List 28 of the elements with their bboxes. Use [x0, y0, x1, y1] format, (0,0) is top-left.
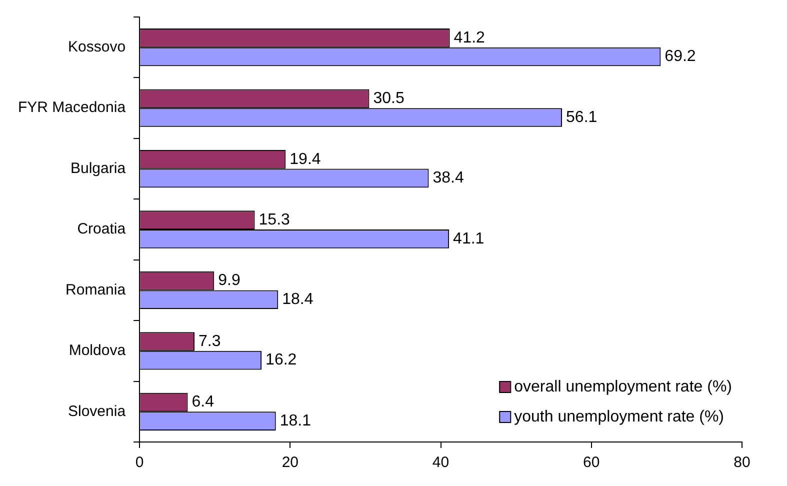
data-label: 69.2 [664, 48, 696, 66]
data-label: 41.1 [453, 230, 484, 248]
legend-label: youth unemployment rate (%) [514, 408, 724, 426]
data-label: 7.3 [198, 332, 221, 350]
y-tick-label: Kossovo [68, 38, 126, 56]
x-tick-label: 20 [282, 454, 299, 472]
data-label: 15.3 [258, 211, 290, 228]
data-label: 56.1 [566, 108, 598, 126]
data-label: 18.1 [280, 412, 312, 430]
data-label: 19.4 [290, 150, 321, 168]
data-label: 30.5 [373, 90, 404, 108]
data-label: 16.2 [266, 352, 297, 369]
data-label: 18.4 [282, 291, 314, 308]
data-label: 9.9 [218, 272, 240, 290]
legend-label: overall unemployment rate (%) [514, 378, 732, 396]
y-tick-label: Croatia [77, 220, 126, 238]
y-tick-label: Slovenia [68, 402, 126, 420]
x-tick-label: 40 [432, 454, 450, 472]
y-tick-label: FYR Macedonia [18, 99, 126, 116]
data-label: 41.2 [454, 29, 486, 46]
x-tick-label: 0 [135, 454, 144, 472]
y-tick-label: Romania [66, 281, 126, 298]
x-tick-label: 80 [734, 454, 750, 472]
data-label: 6.4 [192, 394, 214, 411]
x-tick-label: 60 [583, 454, 600, 472]
y-tick-label: Bulgaria [70, 160, 126, 177]
data-label: 38.4 [432, 170, 464, 187]
y-tick-label: Moldova [68, 342, 126, 360]
